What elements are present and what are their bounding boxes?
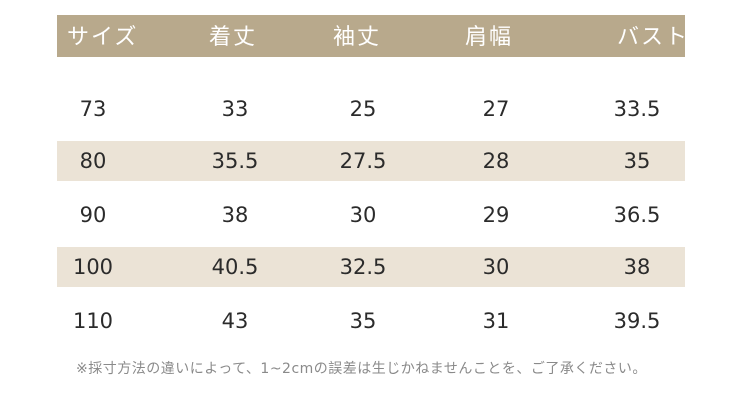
cell-sleeve: 30: [349, 202, 377, 227]
cell-shoulder: 30: [482, 255, 510, 279]
cell-shoulder: 28: [482, 149, 510, 173]
header-bust: バスト: [617, 25, 690, 50]
cell-length: 33: [221, 96, 249, 121]
cell-bust: 36.5: [613, 202, 661, 227]
table-row: 80 35.5 27.5 28 35: [57, 141, 685, 181]
cell-length: 40.5: [211, 255, 259, 279]
table-header: サイズ 着丈 袖丈 肩幅 バスト: [57, 15, 687, 57]
table-row: 73 33 25 27 33.5: [57, 82, 685, 135]
cell-bust: 39.5: [613, 308, 661, 333]
cell-sleeve: 27.5: [339, 149, 387, 173]
cell-size: 80: [79, 149, 107, 173]
cell-shoulder: 31: [482, 308, 510, 333]
cell-bust: 33.5: [613, 96, 661, 121]
header-sleeve: 袖丈: [333, 25, 382, 50]
header-length: 着丈: [209, 25, 258, 50]
cell-length: 35.5: [211, 149, 259, 173]
cell-bust: 35: [623, 149, 651, 173]
size-table: サイズ 着丈 袖丈 肩幅 バスト 73 33 25 27 33.5 80 35.…: [57, 15, 687, 347]
cell-shoulder: 29: [482, 202, 510, 227]
table-row: 90 38 30 29 36.5: [57, 188, 685, 241]
cell-sleeve: 35: [349, 308, 377, 333]
cell-sleeve: 32.5: [339, 255, 387, 279]
header-size: サイズ: [67, 25, 139, 50]
cell-length: 43: [221, 308, 249, 333]
table-row: 110 43 35 31 39.5: [57, 294, 685, 347]
cell-shoulder: 27: [482, 96, 510, 121]
cell-bust: 38: [623, 255, 651, 279]
cell-sleeve: 25: [349, 96, 377, 121]
table-row: 100 40.5 32.5 30 38: [57, 247, 685, 287]
cell-length: 38: [221, 202, 249, 227]
cell-size: 100: [72, 255, 114, 279]
header-shoulder: 肩幅: [465, 25, 514, 50]
cell-size: 110: [72, 308, 114, 333]
cell-size: 73: [79, 96, 107, 121]
measurement-note: ※採寸方法の違いによって、1~2cmの誤差は生じかねませんことを、ご了承ください…: [76, 361, 647, 377]
cell-size: 90: [79, 202, 107, 227]
